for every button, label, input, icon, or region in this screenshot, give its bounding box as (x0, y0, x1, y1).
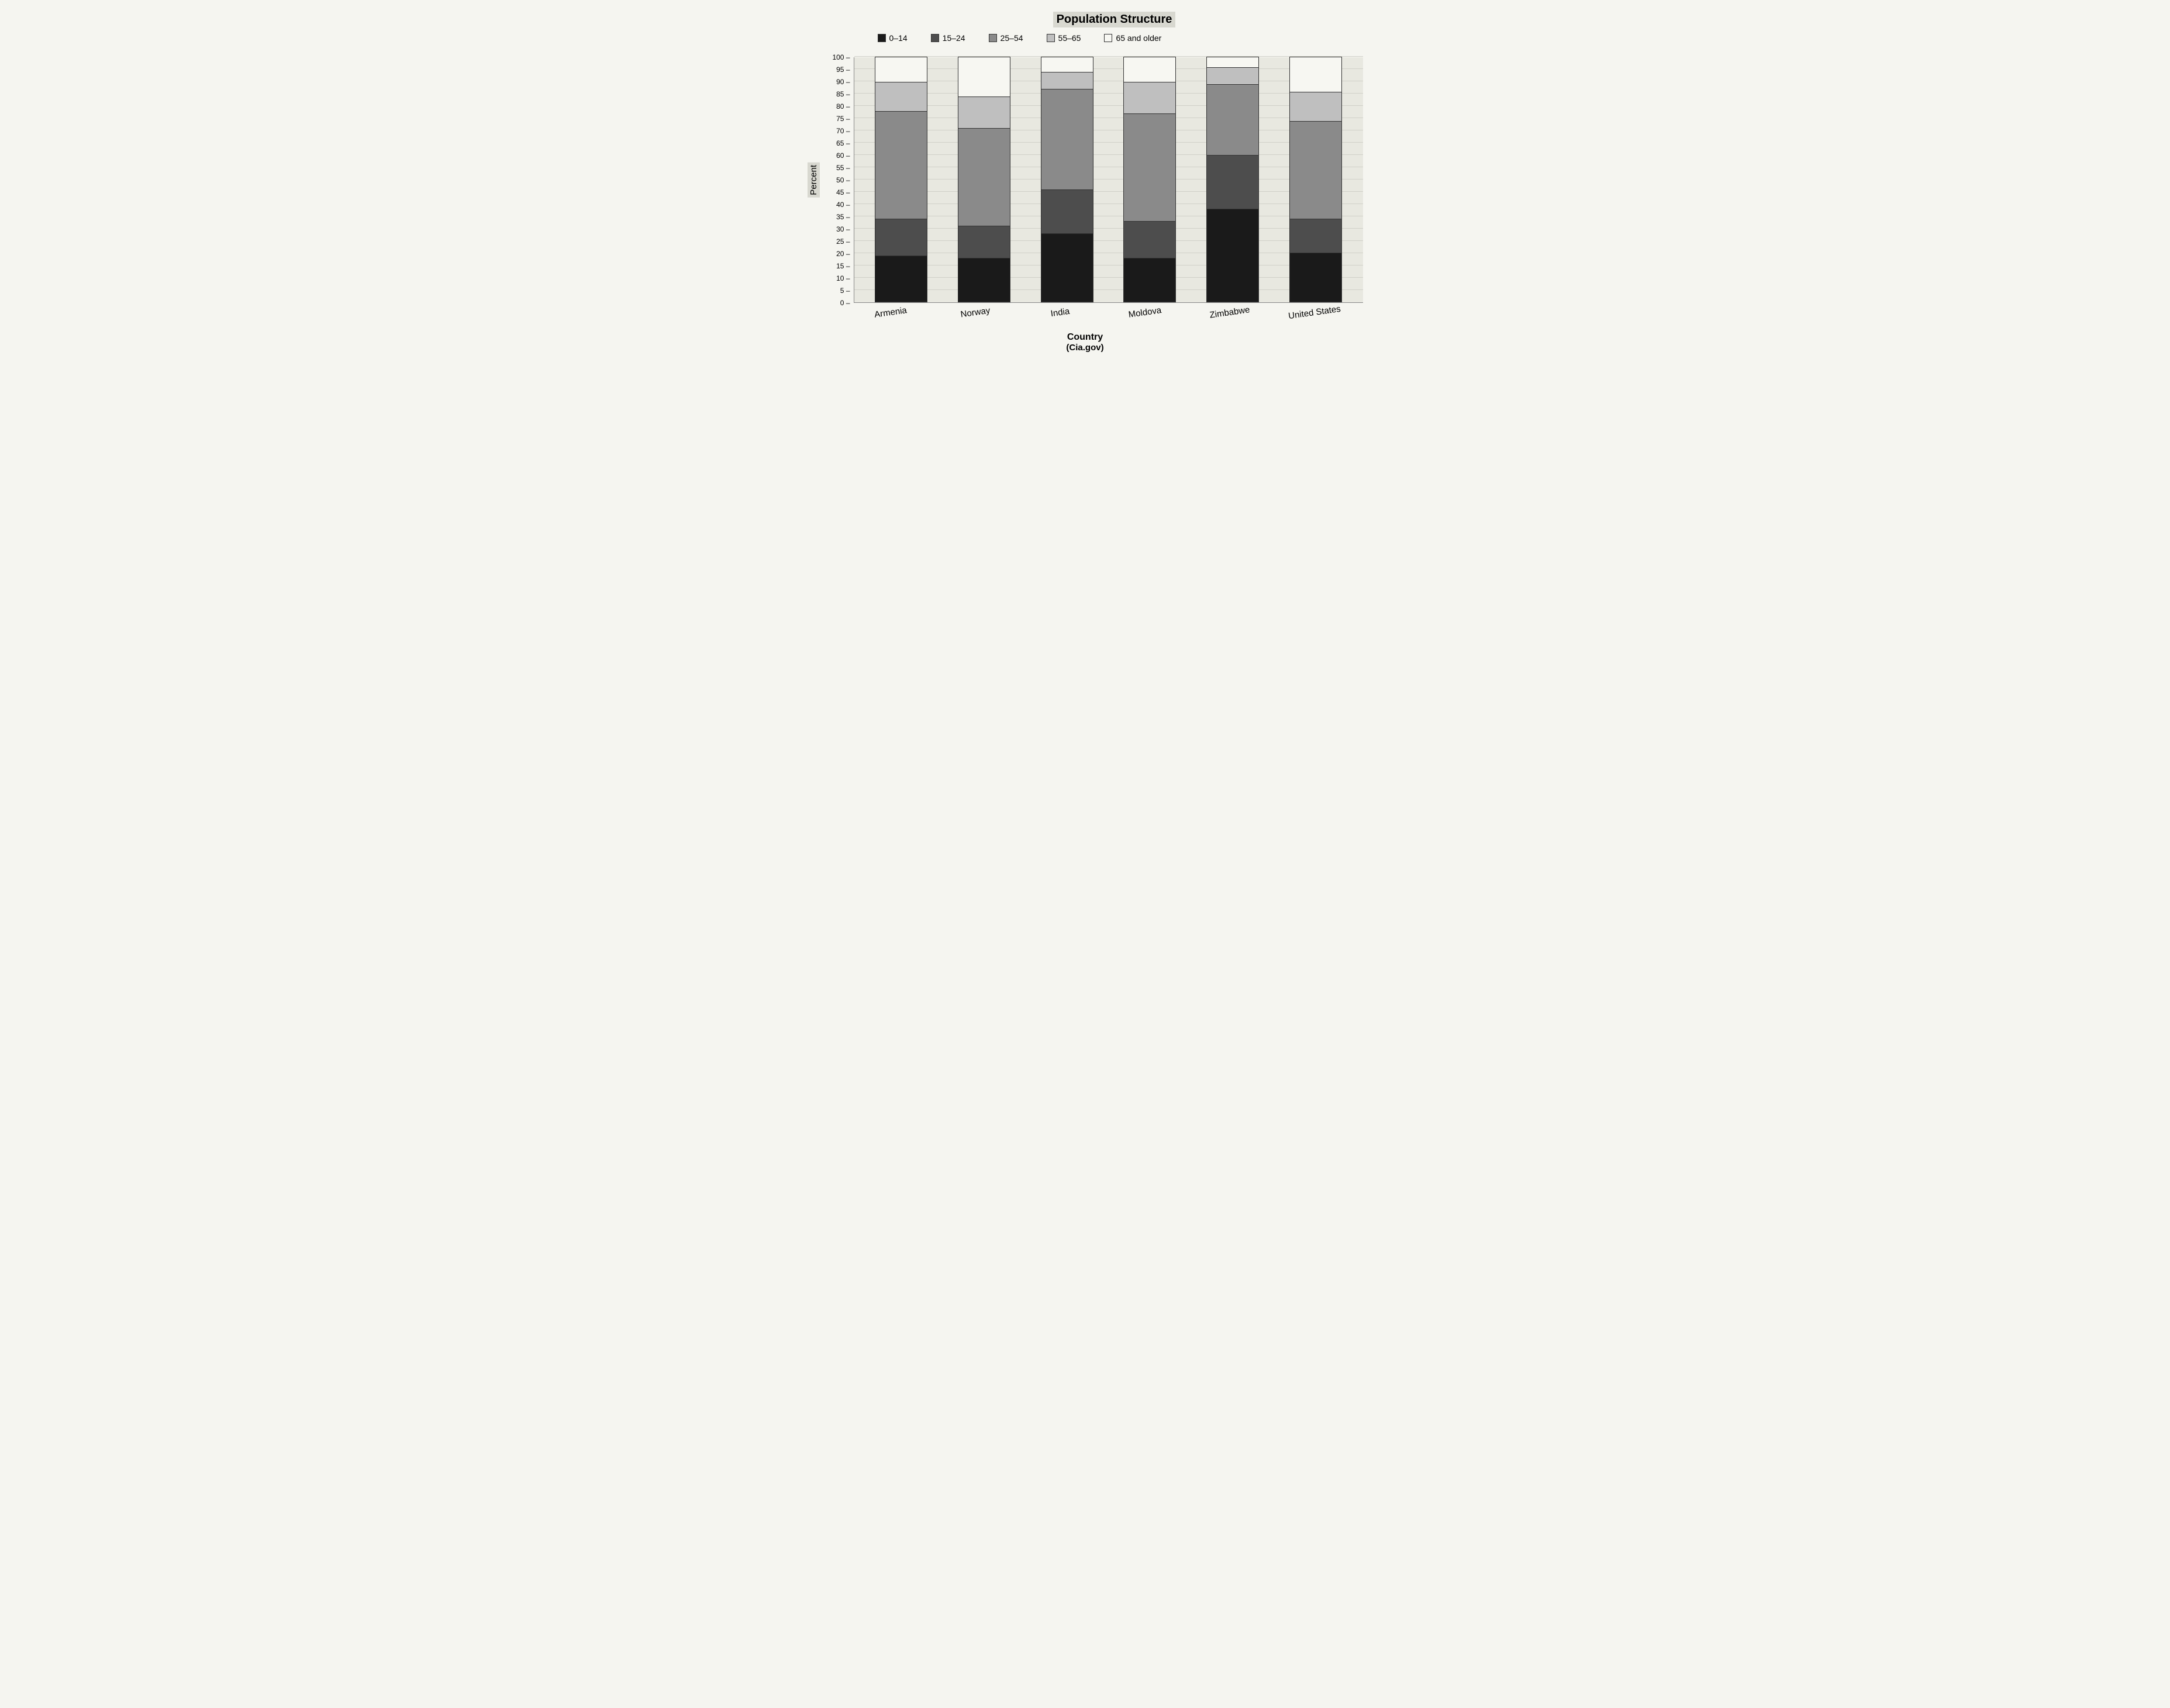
legend-swatch (931, 34, 939, 42)
legend-label: 25–54 (1001, 33, 1023, 43)
stacked-bar (1289, 57, 1342, 302)
y-tick: 0 (840, 299, 850, 307)
bar-segment (1290, 57, 1341, 92)
bar-group (1200, 57, 1265, 302)
bar-segment (875, 256, 927, 302)
legend-swatch (878, 34, 886, 42)
bar-segment (1207, 67, 1258, 84)
bar-group (1035, 57, 1099, 302)
bar-group (869, 57, 933, 302)
legend-item: 0–14 (878, 33, 908, 43)
bar-segment (1207, 155, 1258, 209)
y-tick: 20 (836, 250, 850, 258)
legend-swatch (989, 34, 997, 42)
x-category-label: Norway (943, 303, 1008, 322)
bar-segment (1124, 258, 1175, 302)
bar-segment (1207, 84, 1258, 155)
x-axis-category-labels: ArmeniaNorwayIndiaMoldovaZimbabweUnited … (843, 308, 1363, 318)
stacked-bar (875, 57, 927, 302)
y-tick: 50 (836, 176, 850, 184)
stacked-bar (1041, 57, 1093, 302)
y-tick: 45 (836, 188, 850, 196)
bar-segment (1041, 189, 1093, 233)
bar-segment (1124, 113, 1175, 221)
bar-group (952, 57, 1016, 302)
bar-segment (875, 219, 927, 256)
bar-segment (1207, 57, 1258, 67)
y-tick: 35 (836, 213, 850, 221)
bar-group (1284, 57, 1348, 302)
y-tick: 95 (836, 65, 850, 74)
bar-segment (1290, 121, 1341, 219)
bar-segment (958, 258, 1010, 302)
plot-area: Percent 05101520253035404550556065707580… (808, 57, 1363, 303)
legend-label: 0–14 (889, 33, 908, 43)
x-axis-label: Country (808, 332, 1363, 343)
bar-segment (958, 96, 1010, 128)
legend-label: 65 and older (1116, 33, 1161, 43)
bars-region (854, 57, 1363, 303)
y-axis: 0510152025303540455055606570758085909510… (824, 57, 854, 303)
legend-label: 55–65 (1058, 33, 1081, 43)
legend-item: 15–24 (931, 33, 965, 43)
bar-segment (1041, 89, 1093, 189)
legend-item: 65 and older (1104, 33, 1161, 43)
bar-group (1117, 57, 1182, 302)
y-tick: 65 (836, 139, 850, 147)
legend-swatch (1104, 34, 1112, 42)
bar-segment (875, 111, 927, 219)
legend-label: 15–24 (943, 33, 965, 43)
bar-segment (875, 82, 927, 111)
bar-segment (1290, 92, 1341, 121)
y-tick: 30 (836, 225, 850, 233)
population-structure-chart: Population Structure 0–14 15–24 25–54 55–65… (808, 12, 1363, 353)
chart-title: Population Structure (1053, 12, 1176, 27)
y-tick: 75 (836, 115, 850, 123)
y-tick: 85 (836, 90, 850, 98)
stacked-bar (1123, 57, 1176, 302)
stacked-bar (958, 57, 1010, 302)
bar-segment (1124, 82, 1175, 113)
y-tick: 10 (836, 274, 850, 282)
bar-segment (1124, 57, 1175, 82)
bar-segment (1041, 57, 1093, 72)
y-tick: 70 (836, 127, 850, 135)
x-category-label: Moldova (1112, 303, 1177, 322)
legend-item: 55–65 (1047, 33, 1081, 43)
y-tick: 100 (832, 53, 850, 61)
bar-segment (1290, 219, 1341, 253)
bar-segment (958, 128, 1010, 226)
stacked-bar (1206, 57, 1259, 302)
y-axis-label: Percent (808, 163, 820, 198)
x-category-label: United States (1282, 303, 1347, 322)
bar-segment (1124, 221, 1175, 258)
y-tick: 40 (836, 201, 850, 209)
y-tick: 90 (836, 78, 850, 86)
y-tick: 25 (836, 237, 850, 246)
legend-swatch (1047, 34, 1055, 42)
x-axis-sublabel: (Cia.gov) (808, 343, 1363, 353)
x-category-label: Armenia (858, 303, 923, 322)
bar-segment (958, 226, 1010, 257)
bar-segment (875, 57, 927, 82)
x-category-label: India (1027, 303, 1092, 322)
bar-segment (958, 57, 1010, 96)
bar-segment (1041, 72, 1093, 89)
legend-item: 25–54 (989, 33, 1023, 43)
y-tick: 55 (836, 164, 850, 172)
bar-segment (1207, 209, 1258, 302)
x-category-label: Zimbabwe (1197, 303, 1262, 322)
y-tick: 60 (836, 151, 850, 160)
bar-segment (1041, 233, 1093, 302)
y-tick: 80 (836, 102, 850, 111)
y-tick: 15 (836, 262, 850, 270)
y-tick: 5 (840, 287, 850, 295)
chart-legend: 0–14 15–24 25–54 55–65 65 and older (878, 33, 1363, 43)
bar-segment (1290, 253, 1341, 302)
